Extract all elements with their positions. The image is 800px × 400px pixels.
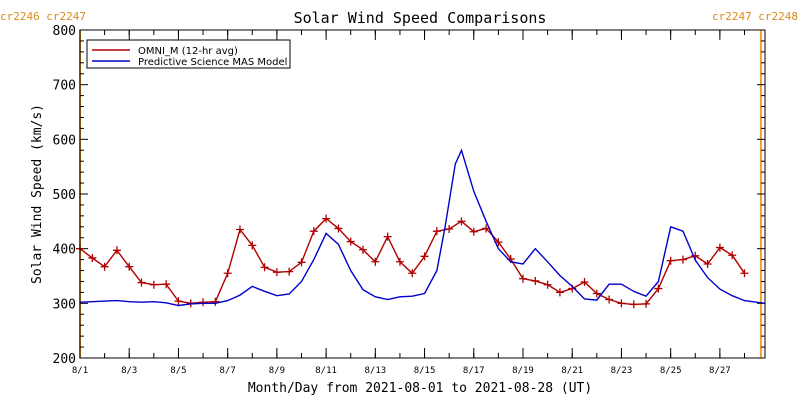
data-point-marker	[617, 299, 626, 308]
y-tick-label: 200	[53, 352, 76, 367]
y-tick-label: 500	[53, 188, 76, 203]
x-tick-label: 8/17	[463, 366, 485, 376]
data-point-marker	[592, 289, 601, 298]
data-point-marker	[211, 297, 220, 306]
data-point-marker	[654, 284, 663, 293]
data-point-marker	[666, 256, 675, 265]
chart-title: Solar Wind Speed Comparisons	[294, 9, 547, 27]
legend-box	[86, 39, 291, 69]
data-point-marker	[125, 262, 134, 271]
carrington-marker-label: cr2246 cr2247	[0, 10, 86, 23]
series-line-1	[79, 217, 746, 306]
data-point-marker	[309, 227, 318, 236]
data-point-marker	[432, 227, 441, 236]
data-point-marker	[88, 253, 97, 262]
x-tick-label: 8/27	[709, 366, 731, 376]
data-point-marker	[383, 232, 392, 241]
data-point-marker	[322, 214, 331, 223]
data-point-marker	[445, 224, 454, 233]
x-tick-label: 8/19	[512, 366, 534, 376]
data-point-marker	[235, 225, 244, 234]
data-point-marker	[469, 227, 478, 236]
legend: OMNI_M (12-hr avg)Predictive Science MAS…	[86, 39, 291, 69]
data-point-marker	[580, 278, 589, 287]
data-point-marker	[223, 269, 232, 278]
y-tick-label: 600	[53, 133, 76, 148]
data-point-marker	[395, 257, 404, 266]
data-point-marker	[518, 274, 527, 283]
data-point-marker	[642, 299, 651, 308]
x-tick-label: 8/7	[220, 366, 236, 376]
data-point-marker	[112, 246, 121, 255]
data-point-marker	[728, 251, 737, 260]
data-point-marker	[678, 255, 687, 264]
data-point-marker	[629, 300, 638, 309]
x-tick-label: 8/13	[364, 366, 386, 376]
data-point-marker	[703, 259, 712, 268]
data-point-marker	[457, 217, 466, 226]
axis-ticks-layer: 200 300 400 500 600 700 800 8/1 8/3 8/5 8/7 8/9 8/11…	[53, 24, 765, 376]
y-tick-label: 400	[53, 243, 76, 258]
data-point-marker	[174, 297, 183, 306]
data-point-marker	[371, 257, 380, 266]
plot-frame	[79, 29, 766, 359]
series-layer	[76, 148, 766, 309]
series-line-2	[79, 148, 766, 307]
data-point-marker	[100, 262, 109, 271]
data-point-marker	[260, 263, 269, 272]
data-point-marker	[740, 269, 749, 278]
data-point-marker	[715, 243, 724, 252]
x-tick-label: 8/9	[269, 366, 285, 376]
data-point-marker	[420, 252, 429, 261]
legend-label: Predictive Science MAS Model	[138, 57, 287, 68]
x-tick-label: 8/23	[611, 366, 633, 376]
x-tick-label: 8/11	[315, 366, 337, 376]
y-tick-label: 800	[53, 24, 76, 39]
data-point-marker	[531, 276, 540, 285]
x-tick-label: 8/3	[121, 366, 137, 376]
data-point-marker	[199, 298, 208, 307]
data-point-marker	[248, 241, 257, 250]
y-axis-label: Solar Wind Speed (km/s)	[30, 104, 45, 284]
data-point-marker	[162, 280, 171, 289]
data-point-marker	[408, 269, 417, 278]
carrington-marker-label: cr2247 cr2248	[712, 10, 798, 23]
x-tick-label: 8/5	[170, 366, 186, 376]
data-point-marker	[543, 280, 552, 289]
x-tick-label: 8/15	[414, 366, 436, 376]
data-point-marker	[297, 258, 306, 267]
x-tick-label: 8/25	[660, 366, 682, 376]
data-point-marker	[285, 267, 294, 276]
y-tick-label: 700	[53, 79, 76, 94]
y-tick-label: 300	[53, 297, 76, 312]
x-tick-label: 8/1	[72, 366, 88, 376]
data-point-marker	[346, 237, 355, 246]
data-point-marker	[137, 278, 146, 287]
data-point-marker	[359, 245, 368, 254]
data-point-marker	[605, 295, 614, 304]
legend-label: OMNI_M (12-hr avg)	[138, 46, 238, 57]
x-axis-label: Month/Day from 2021-08-01 to 2021-08-28 …	[248, 381, 592, 396]
data-point-marker	[555, 288, 564, 297]
data-point-marker	[334, 224, 343, 233]
x-tick-label: 8/21	[561, 366, 583, 376]
data-point-marker	[149, 280, 158, 289]
data-point-marker	[272, 268, 281, 277]
